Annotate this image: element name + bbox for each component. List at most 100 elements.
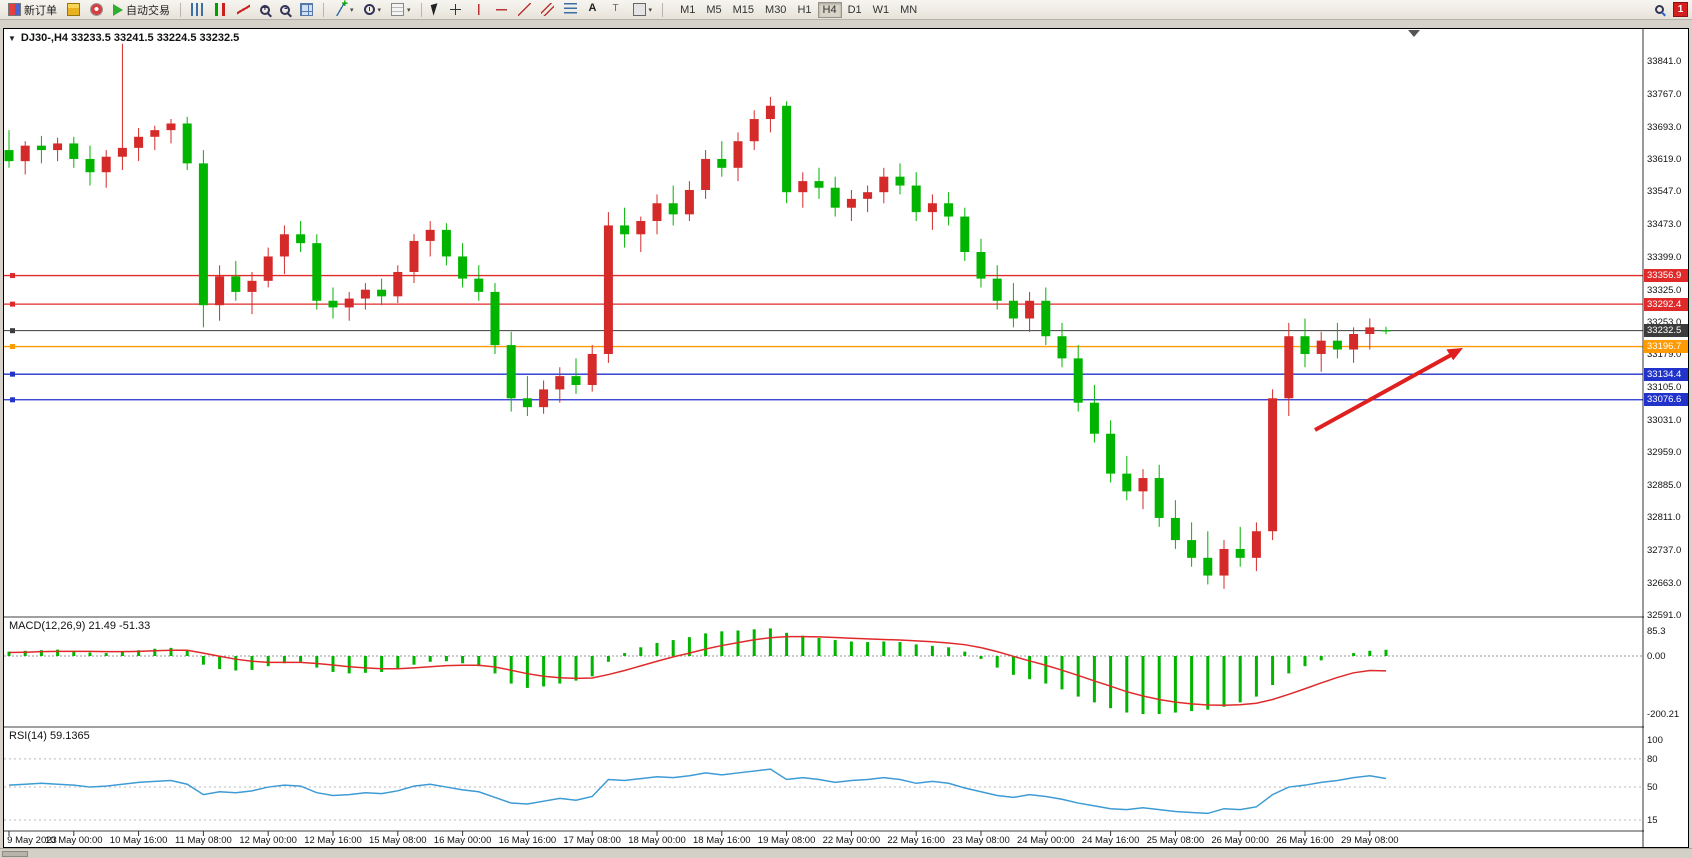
rsi-scale-label: 80 xyxy=(1647,753,1658,765)
horizontal-line-button[interactable] xyxy=(491,1,512,18)
fibonacci-button[interactable] xyxy=(560,1,581,18)
cursor-button[interactable] xyxy=(428,1,443,18)
fibonacci-icon xyxy=(563,3,577,16)
price-scale-label: 33767.0 xyxy=(1647,88,1682,100)
new-order-button[interactable]: 新订单 xyxy=(4,1,61,18)
line-chart-icon xyxy=(237,3,250,16)
price-tag-resistance-line[interactable]: 33292.4 xyxy=(1644,297,1688,311)
templates-button[interactable]: ▾ xyxy=(387,1,415,18)
rsi-scale-label: 15 xyxy=(1647,815,1658,826)
channel-icon xyxy=(540,3,554,16)
price-tag-support-line[interactable]: 33076.6 xyxy=(1644,393,1688,407)
chevron-down-icon: ▾ xyxy=(648,6,653,14)
chevron-down-icon: ▾ xyxy=(377,6,382,14)
price-scale-label: 32959.0 xyxy=(1647,446,1682,458)
price-tag-support-line-orange[interactable]: 33196.7 xyxy=(1644,340,1688,354)
tile-windows-button[interactable] xyxy=(296,1,317,18)
chart-plot-area[interactable] xyxy=(4,29,1643,617)
rsi-scale-label: 100 xyxy=(1647,735,1663,746)
price-scale-label: 32591.0 xyxy=(1647,610,1682,621)
price-scale-label: 33841.0 xyxy=(1647,56,1682,67)
clock-icon xyxy=(363,4,375,15)
zoom-in-button[interactable] xyxy=(256,1,274,18)
price-tag-current-price[interactable]: 33232.5 xyxy=(1644,324,1688,338)
time-axis-label: 16 May 00:00 xyxy=(433,835,492,846)
timeframe-w1[interactable]: W1 xyxy=(872,3,890,16)
text-icon xyxy=(587,2,600,16)
shapes-button[interactable]: ▾ xyxy=(629,1,657,18)
toolbar-separator xyxy=(420,2,422,17)
timeframe-h4[interactable]: H4 xyxy=(817,1,842,18)
periods-button[interactable]: ▾ xyxy=(360,1,386,18)
crosshair-button[interactable] xyxy=(445,1,466,18)
candlestick-chart-button[interactable] xyxy=(210,1,231,18)
price-scale-label: 33473.0 xyxy=(1647,219,1682,231)
time-axis[interactable]: 9 May 2023 10 May 00:00 10 May 16:00 11 May… xyxy=(0,832,1692,848)
timeframe-h1[interactable]: H1 xyxy=(797,3,812,16)
price-scale-label: 32811.0 xyxy=(1647,512,1681,524)
vertical-line-icon xyxy=(471,3,485,16)
time-axis-label: 11 May 08:00 xyxy=(174,835,232,846)
price-scale-label: 32885.0 xyxy=(1647,479,1682,491)
timeframe-group: M1 M5 M15 M30 H1 H4 D1 W1 MN xyxy=(675,1,922,18)
text-button[interactable] xyxy=(583,1,604,18)
trendline-icon xyxy=(517,3,531,16)
time-axis-label: 12 May 16:00 xyxy=(304,835,362,846)
time-axis-label: 29 May 08:00 xyxy=(1341,835,1399,846)
time-axis-label: 25 May 08:00 xyxy=(1146,835,1205,846)
rsi-scale-label: 50 xyxy=(1647,782,1658,794)
scrollbar-thumb[interactable] xyxy=(2,851,28,857)
time-axis-label: 23 May 08:00 xyxy=(952,835,1010,846)
timeframe-m5[interactable]: M5 xyxy=(706,3,722,16)
timeframe-m30[interactable]: M30 xyxy=(765,3,787,16)
search-icon xyxy=(1655,5,1664,14)
time-axis-label: 17 May 08:00 xyxy=(563,835,621,846)
time-axis-label: 22 May 16:00 xyxy=(887,835,945,846)
macd-scale-label: 0.00 xyxy=(1647,651,1666,662)
price-tag-resistance-line[interactable]: 33356.9 xyxy=(1644,269,1688,283)
charts-button[interactable] xyxy=(63,1,84,18)
alerts-button[interactable] xyxy=(86,1,107,18)
autotrading-button[interactable]: 自动交易 xyxy=(109,1,174,18)
channel-button[interactable] xyxy=(537,1,558,18)
zoom-in-icon xyxy=(260,3,270,15)
time-axis-label: 26 May 16:00 xyxy=(1276,835,1334,846)
search-button[interactable] xyxy=(1651,1,1671,18)
one-click-trading-toggle[interactable]: ▼ xyxy=(8,33,16,43)
rsi-indicator-window[interactable] xyxy=(4,728,1643,831)
macd-indicator-window[interactable] xyxy=(4,618,1643,727)
time-axis-label: 24 May 00:00 xyxy=(1017,835,1075,846)
time-axis-label: 24 May 16:00 xyxy=(1081,835,1140,846)
price-tag-support-line[interactable]: 33134.4 xyxy=(1644,367,1688,381)
horizontal-scrollbar[interactable] xyxy=(0,848,1692,858)
horizontal-line-icon xyxy=(494,3,508,16)
main-toolbar: 新订单 自动交易 ▾ ▾ ▾ ▾ M1 M5 M15 M30 H1 H4 D1 … xyxy=(0,0,1692,20)
candlestick-chart-icon xyxy=(214,3,227,16)
line-chart-button[interactable] xyxy=(233,1,254,18)
alerts-icon xyxy=(90,3,103,16)
price-scale[interactable]: 33841.0 33767.0 33693.0 33619.0 33547.0 33473… xyxy=(1644,29,1688,847)
template-icon xyxy=(391,3,405,16)
indicators-button[interactable]: ▾ xyxy=(330,0,358,18)
time-axis-label: 12 May 00:00 xyxy=(239,835,297,846)
cursor-icon xyxy=(430,3,440,16)
tile-windows-icon xyxy=(300,3,313,16)
time-axis-label: 15 May 08:00 xyxy=(369,835,427,846)
notification-badge[interactable]: 1 xyxy=(1673,2,1688,17)
timeframe-d1[interactable]: D1 xyxy=(847,3,862,16)
macd-scale-label: -200.21 xyxy=(1647,709,1680,721)
zoom-out-button[interactable] xyxy=(276,1,294,18)
price-scale-label: 33179.0 xyxy=(1647,349,1682,361)
toolbar-separator xyxy=(323,2,324,17)
chart-header: ▼ DJ30-,H4 33233.5 33241.5 33224.5 33232… xyxy=(8,32,239,44)
timeframe-m1[interactable]: M1 xyxy=(680,3,696,16)
bar-chart-button[interactable] xyxy=(187,1,208,18)
trendline-button[interactable] xyxy=(514,1,535,18)
chevron-down-icon: ▾ xyxy=(350,6,354,14)
timeframe-mn[interactable]: MN xyxy=(900,3,918,16)
vertical-line-button[interactable] xyxy=(468,1,489,18)
text-label-button[interactable] xyxy=(606,1,627,18)
timeframe-m15[interactable]: M15 xyxy=(732,3,755,16)
time-axis-label: 9 May 2023 xyxy=(7,835,57,846)
